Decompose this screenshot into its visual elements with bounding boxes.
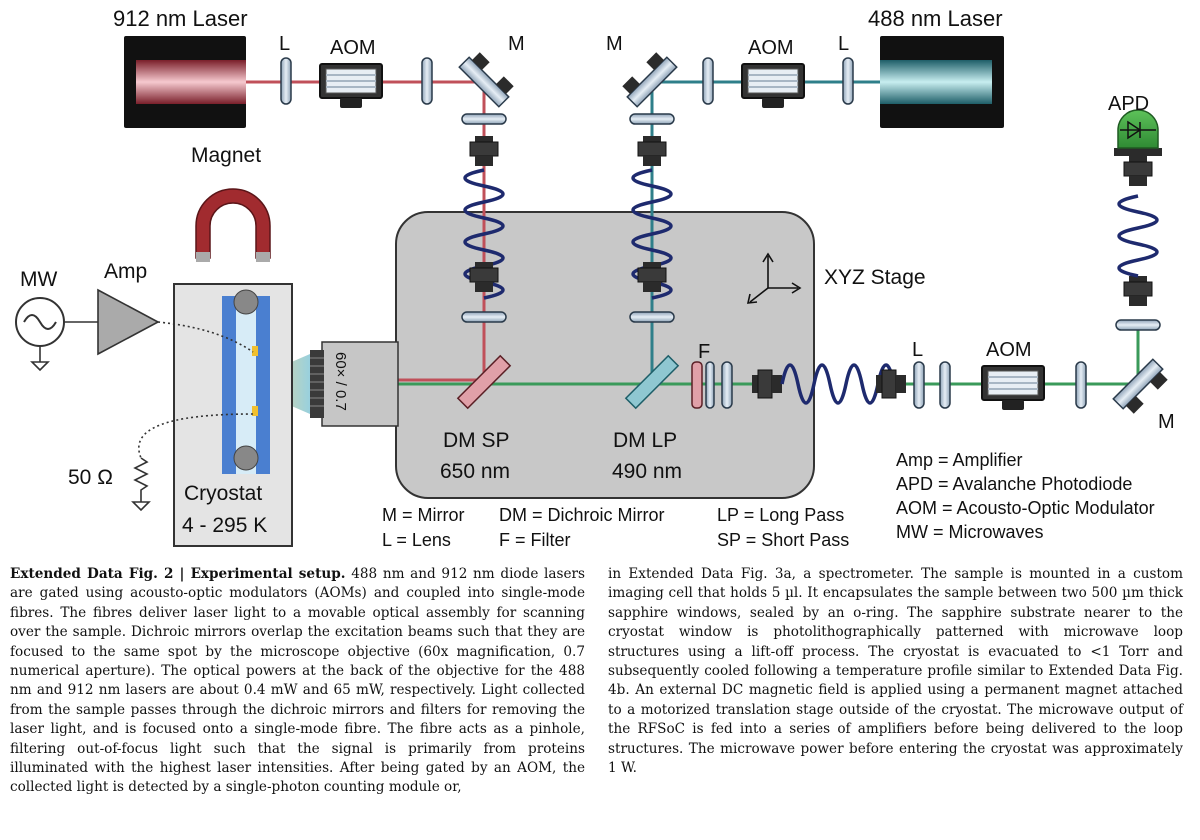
- legend-item: Amp = Amplifier: [896, 450, 1023, 470]
- lens-label-right: L: [838, 33, 849, 55]
- mirror-right-icon: [622, 52, 678, 108]
- caption-right: in Extended Data Fig. 3a, a spectrometer…: [608, 565, 1183, 778]
- filter-icon: [691, 361, 715, 409]
- mw-source-icon: [15, 297, 65, 372]
- legend-item: LP = Long Pass: [717, 505, 844, 525]
- dm-sp-label: DM SP: [443, 429, 510, 452]
- laser-488-label: 488 nm Laser: [868, 6, 1003, 31]
- mirror-label-detect: M: [1158, 411, 1175, 433]
- magnet-label: Magnet: [191, 144, 261, 167]
- stage-label: XYZ Stage: [824, 266, 926, 289]
- aom-label-detect: AOM: [986, 339, 1032, 361]
- lens-icon: [702, 57, 714, 105]
- lens-icon: [280, 57, 292, 105]
- dm-lp-label: DM LP: [613, 429, 677, 452]
- amp-label: Amp: [104, 260, 147, 283]
- lens-icon: [1075, 361, 1087, 409]
- lens-label-detect: L: [912, 339, 923, 361]
- resistor-label: 50 Ω: [68, 466, 113, 489]
- legend-item: F = Filter: [499, 530, 571, 550]
- legend-item: L = Lens: [382, 530, 451, 550]
- legend-item: M = Mirror: [382, 505, 465, 525]
- caption-left: Extended Data Fig. 2 | Experimental setu…: [10, 565, 585, 798]
- caption-text-right: in Extended Data Fig. 3a, a spectrometer…: [608, 566, 1183, 777]
- fibre-left: [461, 113, 507, 323]
- dichroic-mirror-lp-icon: [624, 354, 680, 410]
- lens-icon: [913, 361, 925, 409]
- legend-item: SP = Short Pass: [717, 530, 849, 550]
- legend-item: AOM = Acousto-Optic Modulator: [896, 498, 1155, 518]
- mirror-label-left: M: [508, 33, 525, 55]
- mirror-label-right: M: [606, 33, 623, 55]
- objective-icon: [310, 341, 399, 427]
- dichroic-mirror-sp-icon: [456, 354, 512, 410]
- xyz-stage: [395, 211, 815, 499]
- laser-912: [124, 36, 246, 128]
- fibre-right: [629, 113, 675, 323]
- legend-item: MW = Microwaves: [896, 522, 1044, 542]
- lens-icon: [842, 57, 854, 105]
- aom-right-icon: [741, 63, 805, 109]
- mw-label: MW: [20, 268, 57, 291]
- mw-cable: [157, 321, 254, 353]
- legend-bottom: M = Mirror L = Lens DM = Dichroic Mirror…: [382, 505, 849, 550]
- dm-lp-wavelength: 490 nm: [612, 460, 682, 483]
- aom-detect-icon: [981, 365, 1045, 411]
- xyz-axes-icon: [746, 252, 802, 304]
- mirror-left-icon: [458, 52, 514, 108]
- apd-icon: [1114, 109, 1162, 156]
- objective-label: 60× / 0.7: [332, 352, 349, 411]
- lens-label-left: L: [279, 33, 290, 55]
- fibre-apd: [1115, 155, 1161, 331]
- mirror-detect-icon: [1112, 358, 1168, 414]
- lens-icon: [939, 361, 951, 409]
- cryostat-range: 4 - 295 K: [182, 514, 267, 537]
- cryostat-label: Cryostat: [184, 482, 262, 505]
- magnet-icon: [195, 188, 271, 262]
- laser-912-label: 912 nm Laser: [113, 6, 248, 31]
- filter-label: F: [698, 341, 710, 363]
- aom-label-right: AOM: [748, 37, 794, 59]
- apd-label: APD: [1108, 93, 1149, 115]
- lens-icon: [421, 57, 433, 105]
- caption-text-left: 488 nm and 912 nm diode lasers are gated…: [10, 566, 586, 796]
- aom-left-icon: [319, 63, 383, 109]
- setup-diagram: 912 nm Laser 488 nm Laser L AOM M M AOM …: [15, 6, 1175, 550]
- laser-488: [880, 36, 1004, 128]
- fibre-horizontal: [751, 363, 907, 405]
- aom-label-left: AOM: [330, 37, 376, 59]
- cryostat: [173, 283, 293, 547]
- legend-item: APD = Avalanche Photodiode: [896, 474, 1132, 494]
- caption-label: Extended Data Fig. 2 | Experimental setu…: [10, 566, 346, 582]
- lens-icon: [721, 361, 733, 409]
- amplifier-icon: [97, 288, 160, 356]
- dm-sp-wavelength: 650 nm: [440, 460, 510, 483]
- legend-right: Amp = Amplifier APD = Avalanche Photodio…: [896, 450, 1155, 542]
- resistor-icon: [131, 457, 151, 512]
- legend-item: DM = Dichroic Mirror: [499, 505, 665, 525]
